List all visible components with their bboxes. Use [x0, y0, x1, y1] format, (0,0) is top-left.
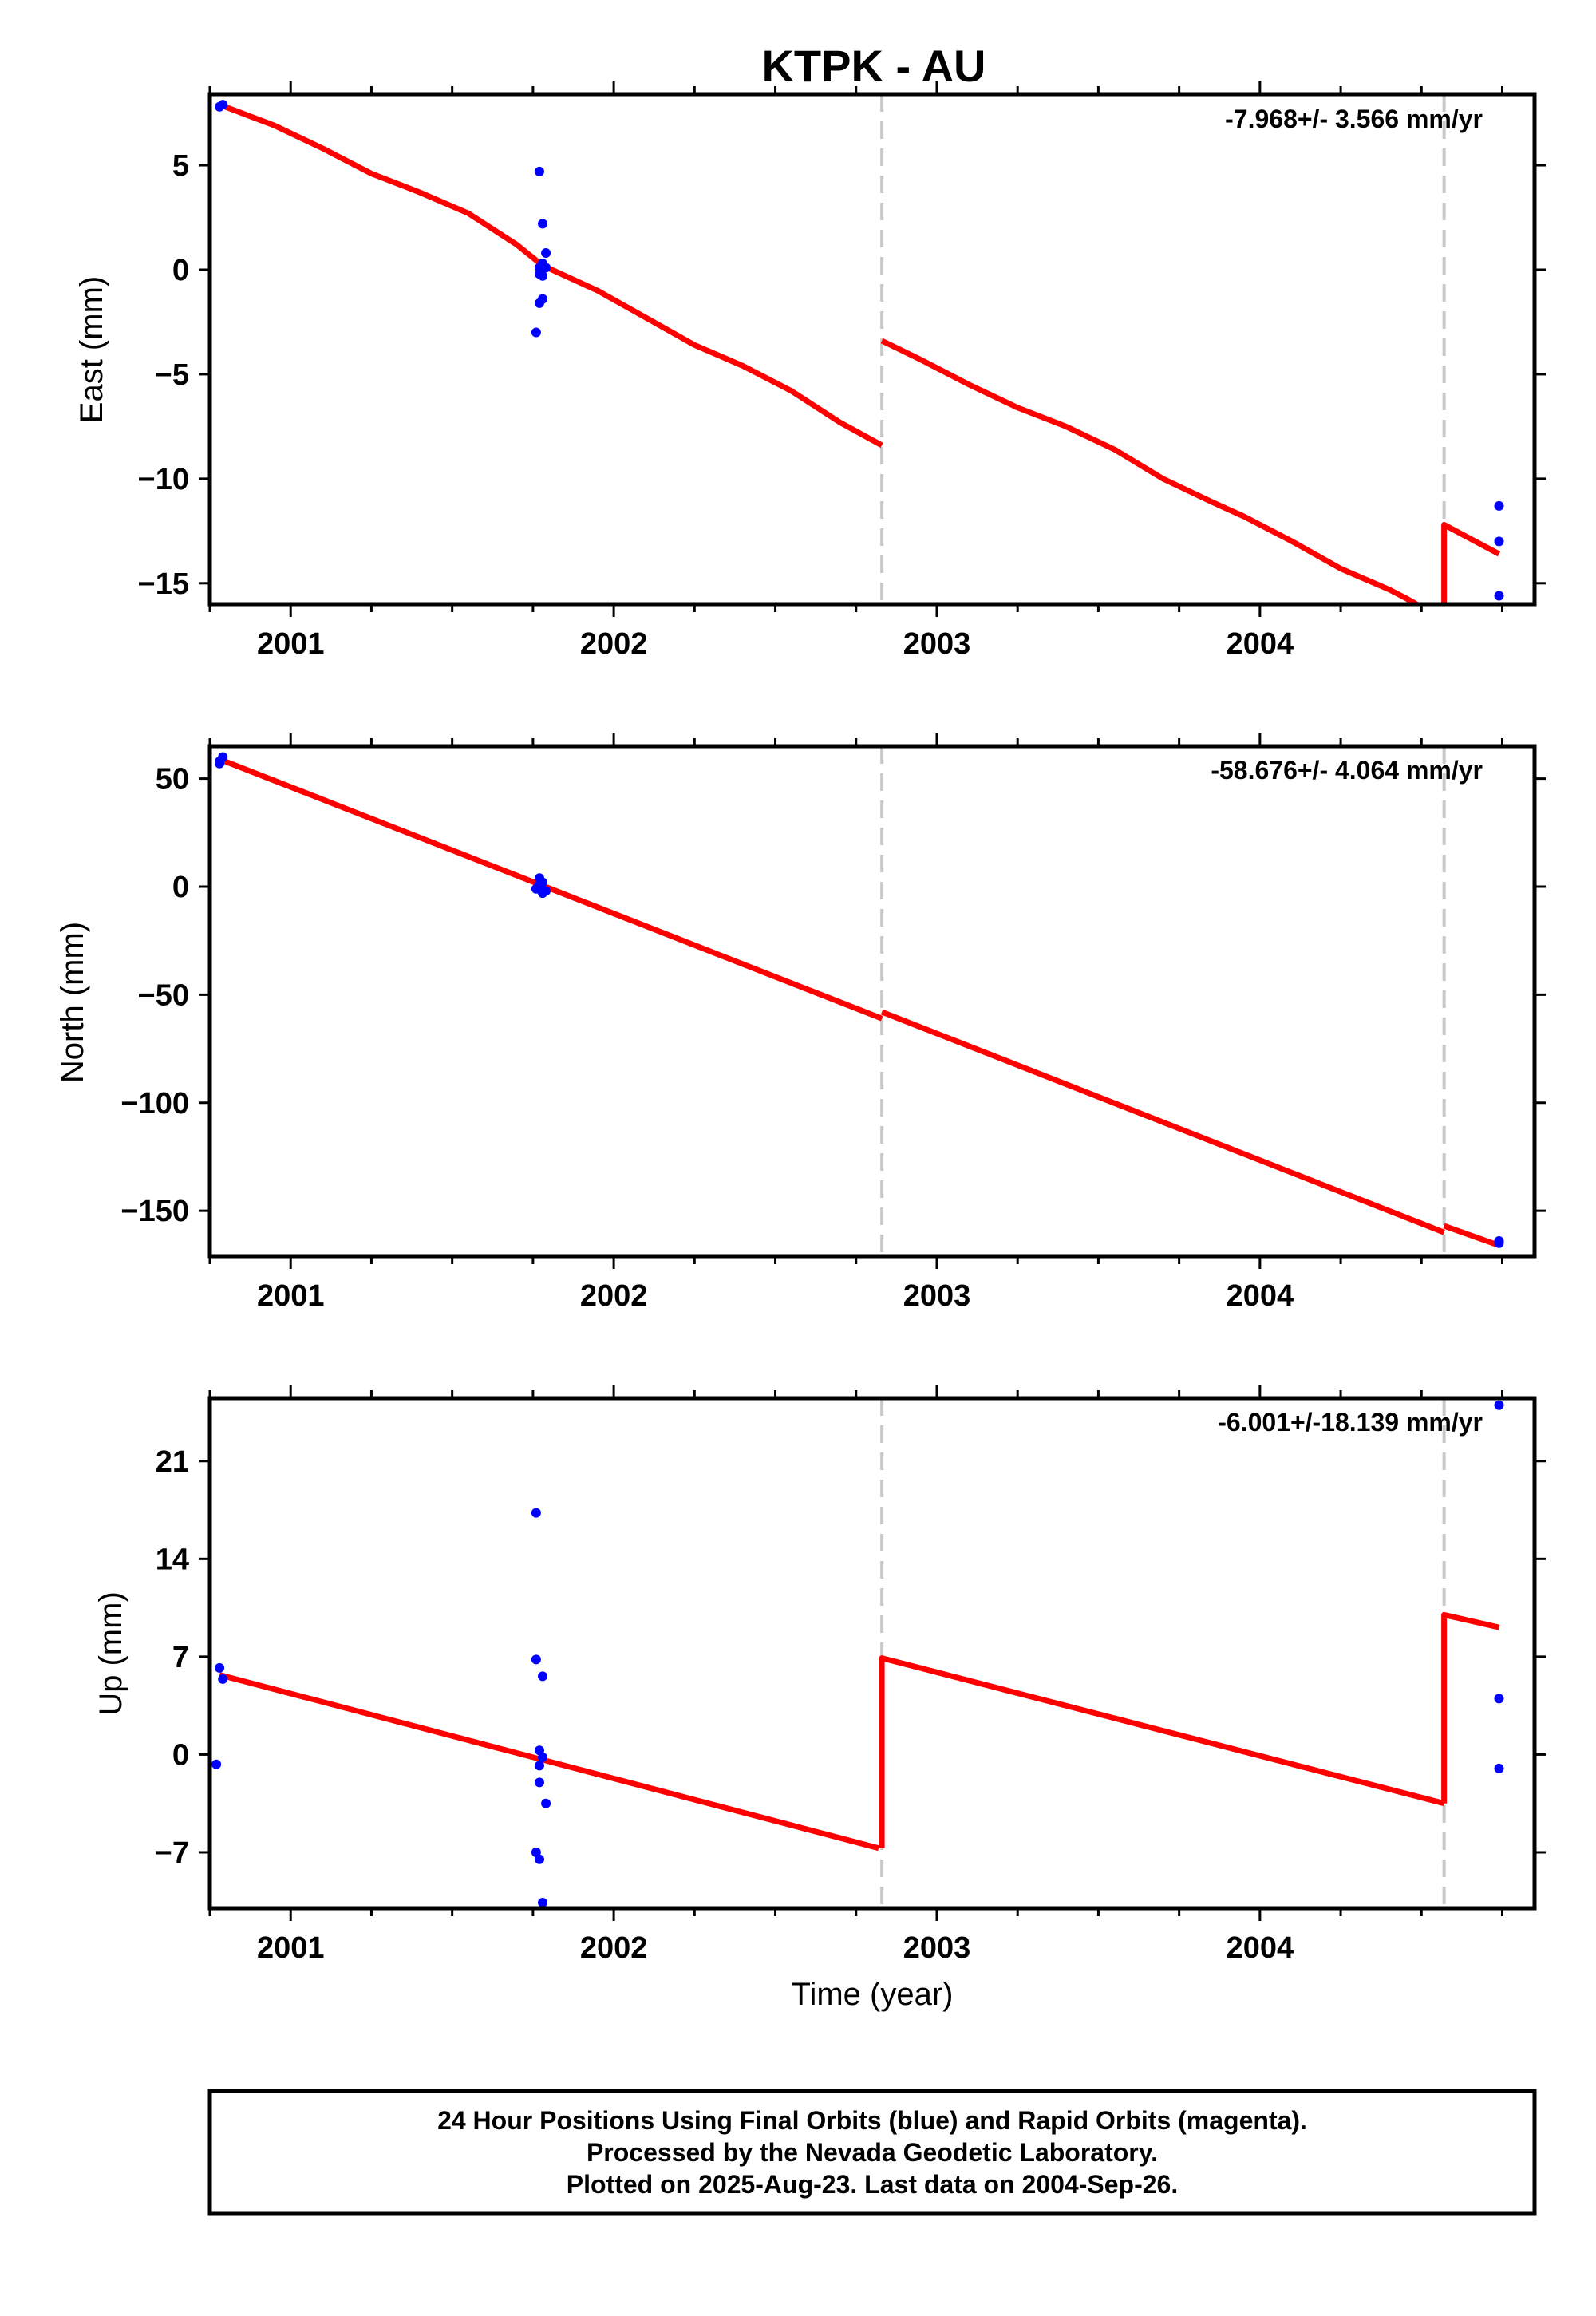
footer-line-2: Processed by the Nevada Geodetic Laborat… — [587, 2138, 1158, 2167]
panel-east: East (mm) 5 0 −5 −10 −15 2001 2002 2003 2004 -7.9… — [74, 81, 1546, 661]
data-point-east — [1494, 500, 1504, 511]
model-segment-east — [1441, 522, 1501, 604]
y-tick-label-up: 21 — [156, 1445, 189, 1479]
x-tick-label-up: 2002 — [580, 1931, 648, 1965]
plot-frame-north — [207, 744, 1537, 1259]
x-tick-label-up: 2001 — [257, 1931, 325, 1965]
data-point-up — [1494, 1400, 1504, 1410]
rate-label-north: -58.676+/- 4.064 mm/yr — [1211, 756, 1483, 785]
panel-north: North (mm) 50 0 −50 −100 −150 2001 2002 2003 200… — [55, 733, 1546, 1313]
data-point-up — [535, 1761, 544, 1771]
data-point-east — [541, 248, 551, 258]
data-point-up — [531, 1508, 541, 1518]
model-segment-north — [1443, 1223, 1500, 1248]
data-point-east — [1494, 536, 1504, 547]
data-point-up — [218, 1674, 228, 1684]
data-point-up — [538, 1671, 547, 1682]
x-tick-label-east: 2003 — [903, 627, 971, 661]
y-axis-label-east: East (mm) — [74, 276, 109, 423]
data-point-up — [535, 1777, 544, 1788]
x-tick-label-north: 2004 — [1227, 1279, 1294, 1313]
data-point-north — [538, 888, 547, 899]
footer-frame — [207, 2089, 1537, 2216]
y-tick-label-north: −50 — [138, 978, 189, 1012]
data-point-east — [531, 327, 541, 338]
rate-label-east: -7.968+/- 3.566 mm/yr — [1225, 105, 1483, 133]
y-tick-label-up: 14 — [156, 1543, 189, 1576]
data-point-north — [215, 758, 225, 769]
x-tick-label-up: 2004 — [1227, 1931, 1294, 1965]
data-point-up — [1494, 1763, 1504, 1773]
rate-label-up: -6.001+/-18.139 mm/yr — [1218, 1408, 1483, 1437]
panel-up: Up (mm) 21 14 7 0 −7 2001 2002 2003 2004 -6.001+/… — [93, 1385, 1546, 1965]
y-tick-label-north: −150 — [120, 1195, 189, 1228]
data-point-up — [538, 1898, 547, 1907]
model-segment-north — [218, 756, 883, 1022]
footer-line-3: Plotted on 2025-Aug-23. Last data on 200… — [567, 2170, 1178, 2199]
y-axis-label-up: Up (mm) — [93, 1591, 128, 1716]
x-tick-label-east: 2001 — [257, 627, 325, 661]
data-point-east — [535, 298, 544, 308]
x-tick-label-up: 2003 — [903, 1931, 971, 1965]
model-segment-up — [879, 1655, 1445, 1848]
data-point-up — [541, 1798, 551, 1808]
data-point-up — [211, 1759, 222, 1769]
data-point-east — [541, 263, 551, 273]
x-tick-label-north: 2003 — [903, 1279, 971, 1313]
y-tick-label-east: 5 — [172, 149, 189, 183]
y-tick-label-east: −10 — [138, 463, 189, 496]
plot-frame-east — [207, 92, 1537, 607]
y-tick-label-north: 50 — [156, 763, 189, 796]
model-segment-east — [218, 101, 883, 449]
data-point-up — [531, 1654, 541, 1665]
y-tick-label-east: −5 — [155, 358, 189, 392]
data-point-north — [535, 879, 544, 890]
data-point-east — [218, 100, 228, 110]
data-point-up — [215, 1662, 225, 1673]
x-tick-label-north: 2002 — [580, 1279, 648, 1313]
data-point-east — [538, 219, 547, 229]
footer-box: 24 Hour Positions Using Final Orbits (bl… — [207, 2089, 1537, 2216]
data-point-east — [535, 166, 544, 176]
x-tick-label-north: 2001 — [257, 1279, 325, 1313]
y-tick-label-east: 0 — [172, 254, 189, 287]
x-axis-label: Time (year) — [792, 1977, 954, 2012]
model-segment-north — [880, 1009, 1445, 1235]
data-point-east — [1494, 591, 1504, 601]
data-point-up — [535, 1854, 544, 1864]
model-segment-up — [219, 1672, 879, 1852]
data-point-up — [538, 1752, 547, 1762]
data-point-east — [538, 271, 547, 281]
y-tick-label-up: −7 — [155, 1836, 189, 1870]
data-point-north — [1494, 1238, 1504, 1248]
data-point-up — [1494, 1694, 1504, 1704]
footer-line-1: 24 Hour Positions Using Final Orbits (bl… — [437, 2106, 1307, 2135]
x-tick-label-east: 2004 — [1227, 627, 1294, 661]
y-tick-label-up: 0 — [172, 1738, 189, 1772]
y-tick-label-up: 7 — [172, 1641, 189, 1674]
y-tick-label-east: −15 — [138, 567, 189, 601]
model-segment-east — [880, 338, 1422, 604]
plot-frame-up — [207, 1396, 1537, 1911]
x-tick-label-east: 2002 — [580, 627, 648, 661]
y-tick-label-north: −100 — [120, 1087, 189, 1120]
y-axis-label-north: North (mm) — [55, 922, 90, 1083]
model-segment-up — [1441, 1611, 1500, 1804]
y-tick-label-north: 0 — [172, 871, 189, 904]
chart-title: KTPK - AU — [761, 41, 986, 91]
